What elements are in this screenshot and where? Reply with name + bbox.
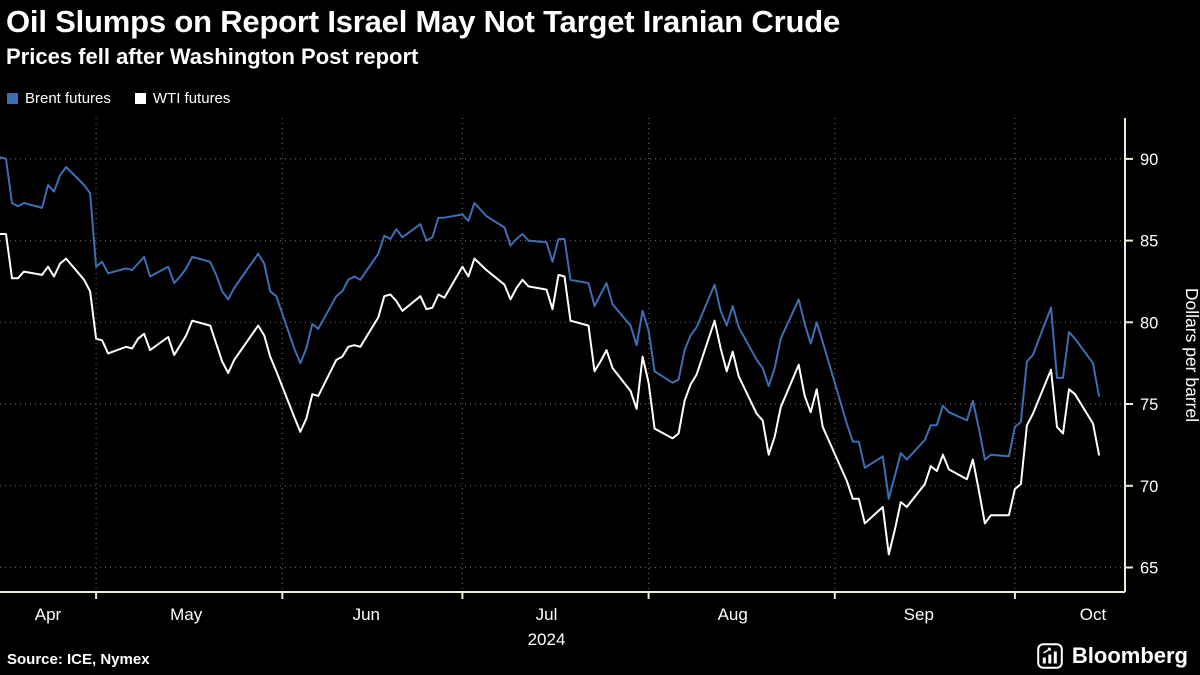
legend-item-brent: Brent futures: [7, 90, 111, 107]
x-axis-month-label: Oct: [1080, 605, 1107, 624]
x-axis-year-label: 2024: [528, 630, 566, 649]
source-text: Source: ICE, Nymex: [7, 651, 150, 668]
y-tick-label: 70: [1140, 478, 1158, 496]
legend-item-wti: WTI futures: [134, 90, 231, 107]
bloomberg-logo-text: Bloomberg: [1071, 643, 1188, 668]
page-title: Oil Slumps on Report Israel May Not Targ…: [6, 4, 840, 39]
y-tick-label: 90: [1140, 151, 1158, 169]
x-axis-month-label: Aug: [718, 605, 748, 624]
bloomberg-logo: Bloomberg: [1037, 643, 1188, 669]
y-tick-label: 80: [1140, 314, 1158, 332]
y-tick-label: 75: [1140, 396, 1158, 414]
legend-label-brent: Brent futures: [25, 90, 111, 107]
y-tick-label: 65: [1140, 560, 1158, 578]
x-axis-month-label: Jun: [353, 605, 380, 624]
x-axis-month-label: Jul: [536, 605, 558, 624]
page-subtitle: Prices fell after Washington Post report: [6, 44, 419, 69]
price-chart-svg: 65 70 75 80 85 90 Apr May Jun Jul Aug Sep Oct 2024 Dol…: [0, 118, 1200, 649]
series-line-brent: [0, 156, 1100, 500]
y-axis-title: Dollars per barrel: [1182, 288, 1200, 422]
x-axis-month-label: Apr: [35, 605, 62, 624]
y-tick-label: 85: [1140, 233, 1158, 251]
series-line-wti: [0, 233, 1100, 556]
legend: Brent futures WTI futures: [7, 90, 230, 107]
chart-area: 65 70 75 80 85 90 Apr May Jun Jul Aug Sep Oct 2024 Dol…: [0, 110, 1200, 655]
bloomberg-logo-icon: [1037, 643, 1063, 669]
legend-swatch-wti: [134, 93, 146, 104]
x-axis-month-label: Sep: [904, 605, 934, 624]
legend-label-wti: WTI futures: [152, 90, 231, 107]
legend-swatch-brent: [7, 93, 18, 104]
x-axis-month-label: May: [170, 605, 203, 624]
